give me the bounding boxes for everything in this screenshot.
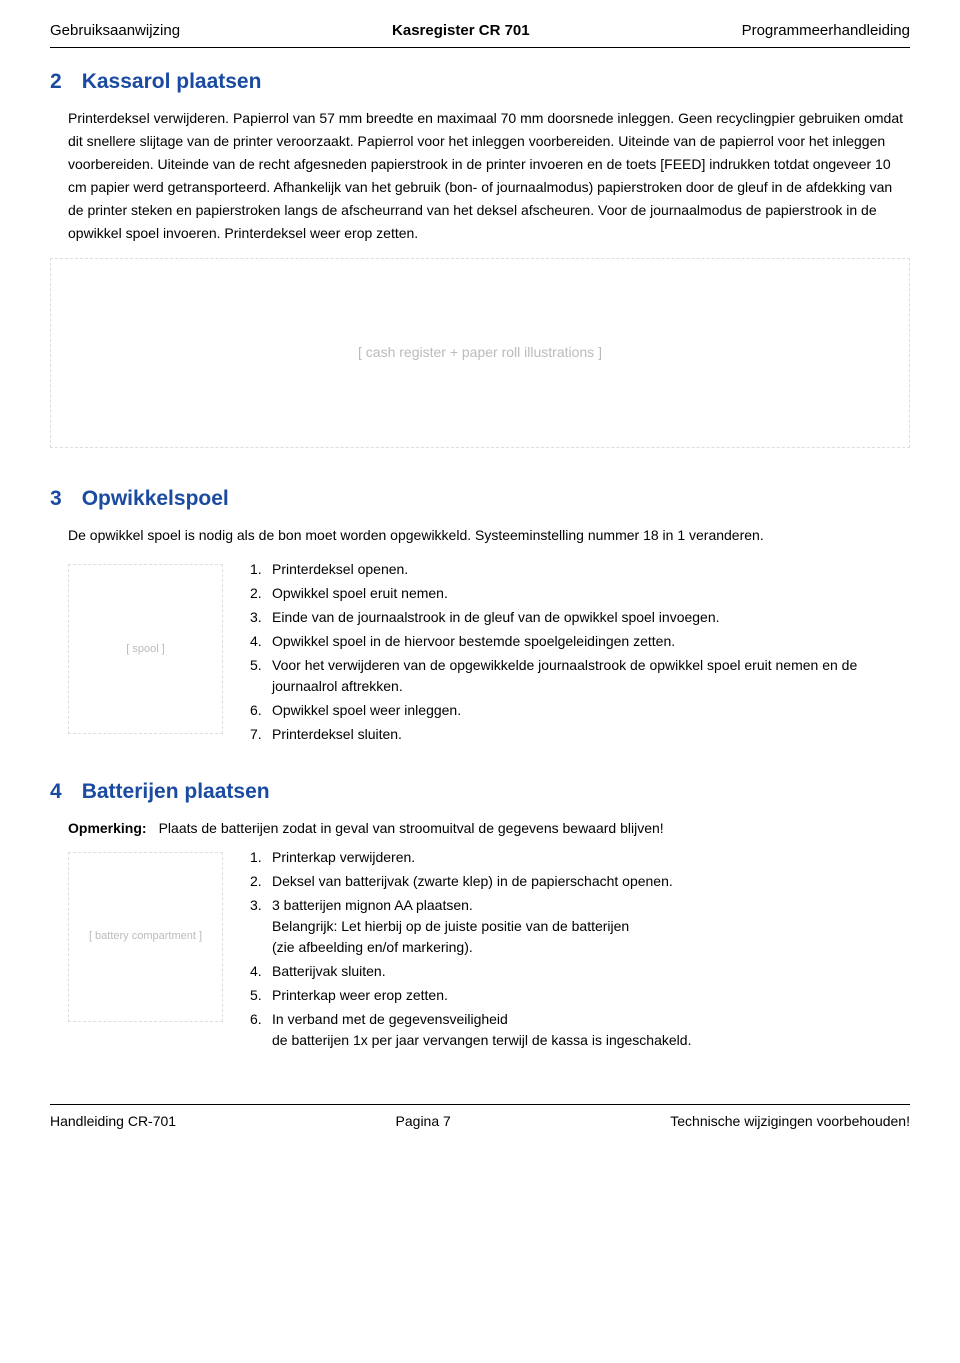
step-text: Batterijvak sluiten.: [272, 961, 910, 982]
section-3-intro: De opwikkel spoel is nodig als de bon mo…: [68, 524, 910, 547]
section-2-title: Kassarol plaatsen: [82, 70, 262, 93]
footer-right: Technische wijzigingen voorbehouden!: [670, 1111, 910, 1132]
section-2-heading: 2 Kassarol plaatsen: [50, 66, 910, 98]
step-number: 1.: [250, 559, 272, 580]
header-right: Programmeerhandleiding: [742, 20, 910, 43]
step-number: 6.: [250, 1009, 272, 1051]
step-text: Einde van de journaalstrook in de gleuf …: [272, 607, 910, 628]
step-text: 3 batterijen mignon AA plaatsen. Belangr…: [272, 895, 910, 958]
page-footer: Handleiding CR-701 Pagina 7 Technische w…: [50, 1104, 910, 1132]
list-item: 4.Batterijvak sluiten.: [250, 961, 910, 982]
section-3-title: Opwikkelspoel: [82, 487, 229, 510]
section-4-heading: 4 Batterijen plaatsen: [50, 776, 910, 808]
list-item: 6.Opwikkel spoel weer inleggen.: [250, 700, 910, 721]
step-text: Printerdeksel openen.: [272, 559, 910, 580]
step-text: Voor het verwijderen van de opgewikkelde…: [272, 655, 910, 697]
section-3-steps: 1.Printerdeksel openen.2.Opwikkel spoel …: [250, 559, 910, 745]
step-number: 6.: [250, 700, 272, 721]
remark-label: Opmerking:: [68, 818, 147, 839]
step-number: 2.: [250, 871, 272, 892]
section-4-number: 4: [50, 780, 62, 803]
step-text: Opwikkel spoel in de hiervoor bestemde s…: [272, 631, 910, 652]
step-number: 5.: [250, 655, 272, 697]
header-left: Gebruiksaanwijzing: [50, 20, 180, 43]
list-item: 4.Opwikkel spoel in de hiervoor bestemde…: [250, 631, 910, 652]
list-item: 5.Printerkap weer erop zetten.: [250, 985, 910, 1006]
step-number: 5.: [250, 985, 272, 1006]
section-3-number: 3: [50, 487, 62, 510]
step-number: 2.: [250, 583, 272, 604]
list-item: 7.Printerdeksel sluiten.: [250, 724, 910, 745]
section-3-heading: 3 Opwikkelspoel: [50, 483, 910, 515]
step-text: Deksel van batterijvak (zwarte klep) in …: [272, 871, 910, 892]
section-4-title: Batterijen plaatsen: [82, 780, 270, 803]
list-item: 5.Voor het verwijderen van de opgewikkel…: [250, 655, 910, 697]
list-item: 2.Opwikkel spoel eruit nemen.: [250, 583, 910, 604]
step-text: Opwikkel spoel eruit nemen.: [272, 583, 910, 604]
section-2-paragraph: Printerdeksel verwijderen. Papierrol van…: [68, 107, 910, 246]
step-text: In verband met de gegevensveiligheid de …: [272, 1009, 910, 1051]
remark-text: Plaats de batterijen zodat in geval van …: [159, 818, 664, 839]
footer-left: Handleiding CR-701: [50, 1111, 176, 1132]
list-item: 3.Einde van de journaalstrook in de gleu…: [250, 607, 910, 628]
list-item: 3.3 batterijen mignon AA plaatsen. Belan…: [250, 895, 910, 958]
step-text: Printerdeksel sluiten.: [272, 724, 910, 745]
step-number: 3.: [250, 607, 272, 628]
section-4-steps: 1.Printerkap verwijderen.2.Deksel van ba…: [250, 847, 910, 1051]
step-number: 3.: [250, 895, 272, 958]
list-item: 2.Deksel van batterijvak (zwarte klep) i…: [250, 871, 910, 892]
step-number: 4.: [250, 961, 272, 982]
step-text: Printerkap verwijderen.: [272, 847, 910, 868]
step-number: 7.: [250, 724, 272, 745]
footer-center: Pagina 7: [396, 1111, 451, 1132]
section-4-remark: Opmerking: Plaats de batterijen zodat in…: [68, 818, 910, 839]
section-3-illustration: [ spool ]: [68, 564, 223, 734]
list-item: 1.Printerdeksel openen.: [250, 559, 910, 580]
list-item: 6.In verband met de gegevensveiligheid d…: [250, 1009, 910, 1051]
section-2-number: 2: [50, 70, 62, 93]
page-header: Gebruiksaanwijzing Kasregister CR 701 Pr…: [50, 20, 910, 48]
step-text: Opwikkel spoel weer inleggen.: [272, 700, 910, 721]
section-2-illustration: [ cash register + paper roll illustratio…: [50, 258, 910, 448]
step-text: Printerkap weer erop zetten.: [272, 985, 910, 1006]
step-number: 1.: [250, 847, 272, 868]
list-item: 1.Printerkap verwijderen.: [250, 847, 910, 868]
step-number: 4.: [250, 631, 272, 652]
header-center: Kasregister CR 701: [392, 20, 530, 43]
section-4-illustration: [ battery compartment ]: [68, 852, 223, 1022]
